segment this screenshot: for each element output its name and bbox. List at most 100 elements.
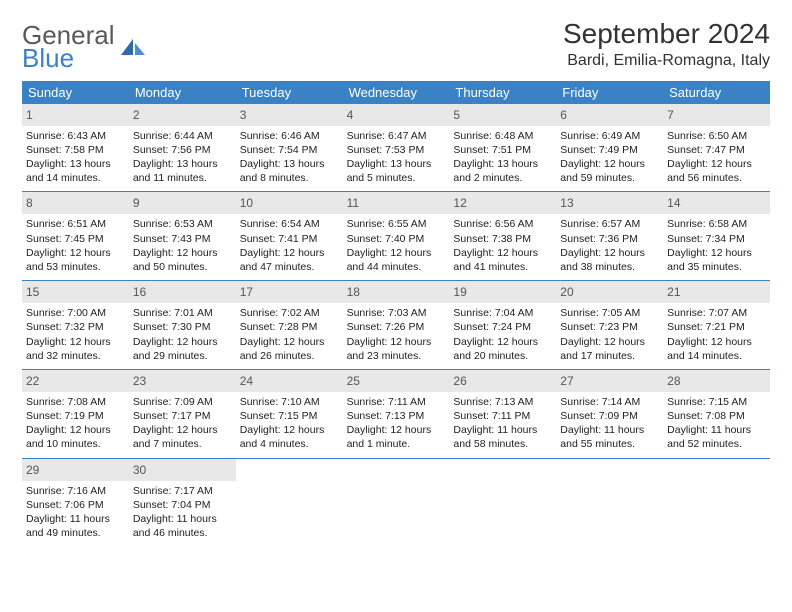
- sunset-line: Sunset: 7:58 PM: [26, 143, 125, 157]
- sunrise-line: Sunrise: 7:04 AM: [453, 306, 552, 320]
- day-number-bar: 17: [236, 281, 343, 303]
- day-number-bar: 8: [22, 192, 129, 214]
- sunrise-line: Sunrise: 7:13 AM: [453, 395, 552, 409]
- sunrise-line: Sunrise: 6:56 AM: [453, 217, 552, 231]
- daylight-line: and 5 minutes.: [347, 171, 446, 185]
- daylight-line: and 32 minutes.: [26, 349, 125, 363]
- day-cell: 22Sunrise: 7:08 AMSunset: 7:19 PMDayligh…: [22, 370, 129, 458]
- day-number-bar: 10: [236, 192, 343, 214]
- daylight-line: and 14 minutes.: [26, 171, 125, 185]
- day-number-bar: 2: [129, 104, 236, 126]
- day-cell: 14Sunrise: 6:58 AMSunset: 7:34 PMDayligh…: [663, 192, 770, 280]
- sunrise-line: Sunrise: 6:43 AM: [26, 129, 125, 143]
- day-cell: 21Sunrise: 7:07 AMSunset: 7:21 PMDayligh…: [663, 281, 770, 369]
- daylight-line: and 2 minutes.: [453, 171, 552, 185]
- day-cell: 9Sunrise: 6:53 AMSunset: 7:43 PMDaylight…: [129, 192, 236, 280]
- brand-logo: General Blue: [22, 24, 147, 71]
- day-cell: 16Sunrise: 7:01 AMSunset: 7:30 PMDayligh…: [129, 281, 236, 369]
- day-cell: 19Sunrise: 7:04 AMSunset: 7:24 PMDayligh…: [449, 281, 556, 369]
- day-number-bar: 14: [663, 192, 770, 214]
- sunset-line: Sunset: 7:38 PM: [453, 232, 552, 246]
- sunrise-line: Sunrise: 6:57 AM: [560, 217, 659, 231]
- daylight-line: and 58 minutes.: [453, 437, 552, 451]
- week-row: 29Sunrise: 7:16 AMSunset: 7:06 PMDayligh…: [22, 459, 770, 547]
- daylight-line: and 52 minutes.: [667, 437, 766, 451]
- day-number-bar: 28: [663, 370, 770, 392]
- daylight-line: Daylight: 12 hours: [240, 246, 339, 260]
- title-block: September 2024 Bardi, Emilia-Romagna, It…: [563, 18, 770, 70]
- day-number: 26: [453, 374, 466, 388]
- day-cell: 20Sunrise: 7:05 AMSunset: 7:23 PMDayligh…: [556, 281, 663, 369]
- weekday-header: Monday: [129, 81, 236, 104]
- day-number-bar: 12: [449, 192, 556, 214]
- day-number-bar: 27: [556, 370, 663, 392]
- day-number-bar: 3: [236, 104, 343, 126]
- calendar: SundayMondayTuesdayWednesdayThursdayFrid…: [22, 81, 770, 546]
- day-number: 14: [667, 196, 680, 210]
- sunrise-line: Sunrise: 6:51 AM: [26, 217, 125, 231]
- day-cell: 15Sunrise: 7:00 AMSunset: 7:32 PMDayligh…: [22, 281, 129, 369]
- empty-cell: [343, 459, 450, 547]
- day-number: 21: [667, 285, 680, 299]
- day-number: 6: [560, 108, 567, 122]
- daylight-line: Daylight: 12 hours: [240, 423, 339, 437]
- day-number-bar: 15: [22, 281, 129, 303]
- day-number: 18: [347, 285, 360, 299]
- sunrise-line: Sunrise: 6:58 AM: [667, 217, 766, 231]
- sunrise-line: Sunrise: 7:10 AM: [240, 395, 339, 409]
- sunset-line: Sunset: 7:40 PM: [347, 232, 446, 246]
- sunrise-line: Sunrise: 7:05 AM: [560, 306, 659, 320]
- sunrise-line: Sunrise: 6:48 AM: [453, 129, 552, 143]
- day-number: 8: [26, 196, 33, 210]
- day-cell: 26Sunrise: 7:13 AMSunset: 7:11 PMDayligh…: [449, 370, 556, 458]
- sunset-line: Sunset: 7:24 PM: [453, 320, 552, 334]
- daylight-line: and 49 minutes.: [26, 526, 125, 540]
- weekday-header: Friday: [556, 81, 663, 104]
- day-number-bar: 23: [129, 370, 236, 392]
- daylight-line: Daylight: 12 hours: [26, 335, 125, 349]
- sunset-line: Sunset: 7:26 PM: [347, 320, 446, 334]
- sunrise-line: Sunrise: 6:55 AM: [347, 217, 446, 231]
- daylight-line: and 23 minutes.: [347, 349, 446, 363]
- weekday-header: Tuesday: [236, 81, 343, 104]
- daylight-line: and 11 minutes.: [133, 171, 232, 185]
- daylight-line: and 29 minutes.: [133, 349, 232, 363]
- weekday-header-row: SundayMondayTuesdayWednesdayThursdayFrid…: [22, 81, 770, 104]
- day-number: 16: [133, 285, 146, 299]
- empty-cell: [663, 459, 770, 547]
- sunset-line: Sunset: 7:23 PM: [560, 320, 659, 334]
- sunset-line: Sunset: 7:32 PM: [26, 320, 125, 334]
- sunset-line: Sunset: 7:43 PM: [133, 232, 232, 246]
- sunrise-line: Sunrise: 7:07 AM: [667, 306, 766, 320]
- day-cell: 27Sunrise: 7:14 AMSunset: 7:09 PMDayligh…: [556, 370, 663, 458]
- day-number: 29: [26, 463, 39, 477]
- daylight-line: Daylight: 13 hours: [347, 157, 446, 171]
- day-cell: 30Sunrise: 7:17 AMSunset: 7:04 PMDayligh…: [129, 459, 236, 547]
- sunset-line: Sunset: 7:21 PM: [667, 320, 766, 334]
- day-cell: 2Sunrise: 6:44 AMSunset: 7:56 PMDaylight…: [129, 104, 236, 192]
- day-number-bar: 7: [663, 104, 770, 126]
- day-number: 3: [240, 108, 247, 122]
- sunrise-line: Sunrise: 7:11 AM: [347, 395, 446, 409]
- day-cell: 3Sunrise: 6:46 AMSunset: 7:54 PMDaylight…: [236, 104, 343, 192]
- sunrise-line: Sunrise: 7:15 AM: [667, 395, 766, 409]
- day-number: 1: [26, 108, 33, 122]
- daylight-line: Daylight: 12 hours: [133, 335, 232, 349]
- sunrise-line: Sunrise: 7:14 AM: [560, 395, 659, 409]
- sunset-line: Sunset: 7:54 PM: [240, 143, 339, 157]
- day-cell: 18Sunrise: 7:03 AMSunset: 7:26 PMDayligh…: [343, 281, 450, 369]
- day-number-bar: 26: [449, 370, 556, 392]
- daylight-line: Daylight: 11 hours: [560, 423, 659, 437]
- day-number: 17: [240, 285, 253, 299]
- day-cell: 13Sunrise: 6:57 AMSunset: 7:36 PMDayligh…: [556, 192, 663, 280]
- weekday-header: Wednesday: [343, 81, 450, 104]
- day-number-bar: 30: [129, 459, 236, 481]
- sail-icon: [119, 37, 147, 57]
- daylight-line: and 17 minutes.: [560, 349, 659, 363]
- weekday-header: Sunday: [22, 81, 129, 104]
- day-number: 22: [26, 374, 39, 388]
- day-number: 24: [240, 374, 253, 388]
- day-number-bar: 25: [343, 370, 450, 392]
- daylight-line: Daylight: 11 hours: [453, 423, 552, 437]
- week-row: 1 Sunrise: 6:43 AMSunset: 7:58 PM Daylight…: [22, 104, 770, 193]
